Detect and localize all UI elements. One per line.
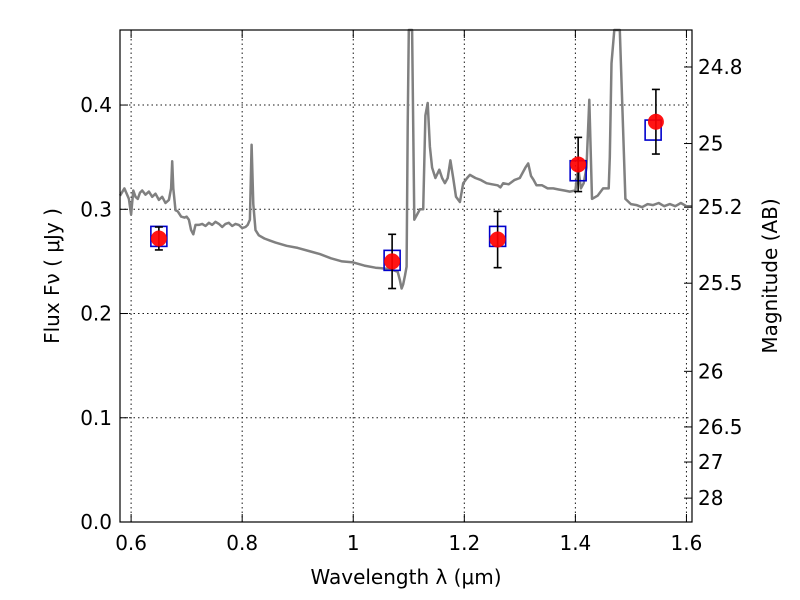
x-tick-label: 1.6 [671, 531, 703, 555]
x-tick-label: 1.2 [448, 531, 480, 555]
measurement-point [150, 230, 167, 247]
y2-axis-label: Magnitude (AB) [758, 198, 782, 353]
y2-tick-label: 26.5 [698, 415, 743, 439]
x-tick-label: 1.4 [559, 531, 591, 555]
plot-frame [119, 29, 693, 523]
y2-tick-label: 24.8 [698, 55, 743, 79]
x-tick-label: 0.8 [226, 531, 258, 555]
measurement-point [384, 253, 401, 270]
y2-tick-label: 28 [698, 486, 723, 510]
y-tick-label: 0.1 [80, 406, 112, 430]
measurement-point [489, 231, 506, 248]
y2-tick-label: 25.5 [698, 271, 743, 295]
x-tick-label: 0.6 [115, 531, 147, 555]
y2-tick-label: 26 [698, 359, 723, 383]
measurement-point [647, 113, 664, 130]
y2-tick-label: 25 [698, 132, 723, 156]
y-tick-label: 0.4 [80, 93, 112, 117]
y-tick-label: 0.0 [80, 510, 112, 534]
model-spectrum-line [118, 28, 692, 290]
y-tick-labels: 0.0 0.1 0.2 0.3 0.4 [80, 93, 112, 534]
y2-tick-labels: 24.8 25 25.2 25.5 26 26.5 27 28 [698, 55, 743, 510]
y-tick-label: 0.2 [80, 302, 112, 326]
measurement-point [570, 156, 587, 173]
axis-ticks [120, 30, 692, 523]
y-tick-label: 0.3 [80, 197, 112, 221]
measurement-points [150, 113, 664, 270]
y2-tick-label: 25.2 [698, 195, 743, 219]
x-axis-label: Wavelength λ (μm) [310, 565, 501, 589]
y-axis-label: Flux Fν ( μJy ) [40, 208, 64, 344]
y2-tick-label: 27 [698, 450, 723, 474]
x-tick-labels: 0.6 0.8 1 1.2 1.4 1.6 [115, 531, 702, 555]
x-tick-label: 1 [347, 531, 360, 555]
